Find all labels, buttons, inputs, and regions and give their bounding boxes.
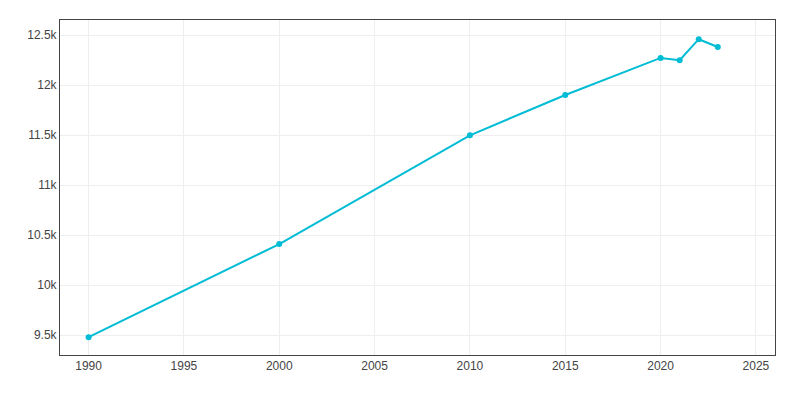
svg-text:1990: 1990 xyxy=(75,359,102,373)
svg-text:2020: 2020 xyxy=(647,359,674,373)
svg-text:12k: 12k xyxy=(37,78,57,92)
svg-text:9.5k: 9.5k xyxy=(34,328,58,342)
svg-text:11k: 11k xyxy=(38,178,57,192)
svg-text:2015: 2015 xyxy=(552,359,579,373)
svg-text:12.5k: 12.5k xyxy=(27,28,57,42)
svg-text:10.5k: 10.5k xyxy=(27,228,57,242)
svg-text:2025: 2025 xyxy=(743,359,770,373)
svg-text:2000: 2000 xyxy=(266,359,293,373)
svg-text:11.5k: 11.5k xyxy=(28,128,57,142)
svg-text:2005: 2005 xyxy=(361,359,388,373)
svg-text:10k: 10k xyxy=(37,278,57,292)
svg-text:2010: 2010 xyxy=(457,359,484,373)
svg-text:1995: 1995 xyxy=(171,359,198,373)
